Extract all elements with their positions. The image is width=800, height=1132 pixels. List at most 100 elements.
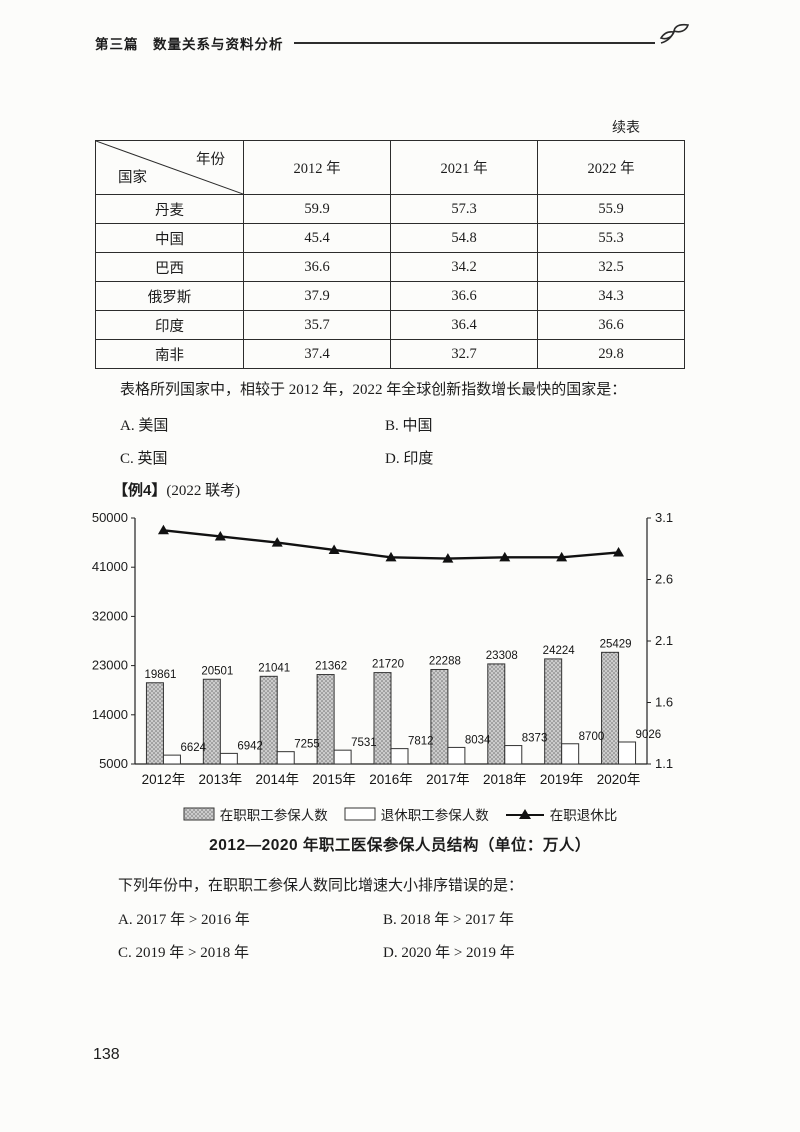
corner-label-country: 国家 (118, 170, 147, 186)
column-header-2012: 2012 年 (243, 140, 391, 195)
svg-text:23308: 23308 (486, 650, 518, 662)
svg-text:21041: 21041 (258, 662, 290, 674)
example-source: (2022 联考) (166, 483, 241, 499)
svg-text:7255: 7255 (294, 739, 320, 751)
svg-text:2015年: 2015年 (312, 772, 356, 787)
chart-block: 5000 14000 23000 32000 41000 50000 1.1 1.6 2.1 2.… (85, 508, 715, 855)
country-cell: 丹麦 (95, 194, 244, 224)
country-cell: 中国 (95, 223, 244, 253)
question2-option-b: B. 2018 年 > 2017 年 (383, 912, 514, 928)
svg-text:1.6: 1.6 (655, 695, 673, 710)
svg-text:2019年: 2019年 (540, 772, 584, 787)
table-row: 丹麦 59.9 57.3 55.9 (95, 194, 685, 224)
value-cell: 36.6 (537, 310, 685, 340)
value-cell: 36.6 (390, 281, 538, 311)
svg-text:6942: 6942 (237, 740, 263, 752)
corner-label-year: 年份 (196, 152, 225, 168)
svg-text:2.6: 2.6 (655, 572, 673, 587)
section-heading: 第三篇 数量关系与资料分析 (95, 37, 284, 52)
svg-text:5000: 5000 (99, 756, 128, 771)
svg-text:9026: 9026 (636, 729, 662, 741)
value-cell: 45.4 (243, 223, 391, 253)
table-header-row: 年份 国家 2012 年 2021 年 2022 年 (95, 140, 685, 195)
svg-text:2017年: 2017年 (426, 772, 470, 787)
table-corner-cell: 年份 国家 (95, 140, 244, 195)
value-cell: 57.3 (390, 194, 538, 224)
svg-text:8373: 8373 (522, 733, 548, 745)
svg-text:20501: 20501 (201, 665, 233, 677)
value-cell: 36.6 (243, 252, 391, 282)
country-cell: 印度 (95, 310, 244, 340)
table-row: 俄罗斯 37.9 36.6 34.3 (95, 281, 685, 311)
svg-text:7531: 7531 (351, 737, 377, 749)
svg-text:32000: 32000 (92, 608, 128, 623)
value-cell: 34.2 (390, 252, 538, 282)
svg-text:21362: 21362 (315, 661, 347, 673)
page-header: 第三篇 数量关系与资料分析 (95, 33, 655, 53)
chart-title: 2012—2020 年职工医保参保人员结构（单位：万人） (209, 837, 591, 854)
legend-label: 在职退休比 (549, 808, 618, 823)
svg-text:19861: 19861 (144, 669, 176, 681)
white-bar-swatch-icon (344, 807, 376, 821)
svg-text:8700: 8700 (579, 731, 605, 743)
continued-table-label: 续表 (612, 121, 640, 136)
question2-option-c: C. 2019 年 > 2018 年 (118, 945, 249, 961)
value-cell: 32.5 (537, 252, 685, 282)
legend-item-active-employees: 在职职工参保人数 (183, 804, 328, 824)
svg-text:41000: 41000 (92, 559, 128, 574)
legend-item-retired-employees: 退休职工参保人数 (344, 804, 489, 824)
svg-text:14000: 14000 (92, 707, 128, 722)
column-header-2022: 2022 年 (537, 140, 685, 195)
value-cell: 59.9 (243, 194, 391, 224)
legend-item-ratio: 在职退休比 (505, 804, 618, 824)
value-cell: 36.4 (390, 310, 538, 340)
table-row: 印度 35.7 36.4 36.6 (95, 310, 685, 340)
svg-text:2018年: 2018年 (483, 772, 527, 787)
question1-options: A. 美国 B. 中国 C. 英国 D. 印度 (120, 414, 433, 468)
country-cell: 南非 (95, 339, 244, 369)
country-cell: 巴西 (95, 252, 244, 282)
svg-text:23000: 23000 (92, 658, 128, 673)
svg-text:50000: 50000 (92, 510, 128, 525)
svg-text:3.1: 3.1 (655, 510, 673, 525)
table-row: 巴西 36.6 34.2 32.5 (95, 252, 685, 282)
example-tag: 【例4】 (113, 482, 167, 499)
chart-legend: 在职职工参保人数 退休职工参保人数 在职退休比 (85, 804, 715, 824)
svg-text:8034: 8034 (465, 734, 491, 746)
question1-stem: 表格所列国家中，相较于 2012 年，2022 年全球创新指数增长最快的国家是： (120, 382, 627, 398)
table-row: 南非 37.4 32.7 29.8 (95, 339, 685, 369)
chart: 5000 14000 23000 32000 41000 50000 1.1 1.6 2.1 2.… (92, 510, 673, 787)
svg-text:1.1: 1.1 (655, 756, 673, 771)
legend-label: 退休职工参保人数 (380, 808, 489, 823)
svg-text:22288: 22288 (429, 655, 461, 667)
question1-option-d: D. 印度 (385, 451, 434, 467)
svg-text:25429: 25429 (600, 638, 632, 650)
question1-option-b: B. 中国 (385, 418, 433, 434)
svg-text:7812: 7812 (408, 736, 434, 748)
example-label: 【例4】(2022 联考) (113, 479, 240, 500)
value-cell: 35.7 (243, 310, 391, 340)
svg-text:2013年: 2013年 (199, 772, 243, 787)
svg-text:24224: 24224 (543, 645, 576, 657)
question2-options: A. 2017 年 > 2016 年 B. 2018 年 > 2017 年 C.… (118, 908, 515, 962)
dotted-bar-swatch-icon (183, 807, 215, 821)
leaf-icon (659, 23, 690, 44)
question2-option-d: D. 2020 年 > 2019 年 (383, 945, 515, 961)
question2-option-a: A. 2017 年 > 2016 年 (118, 912, 250, 928)
question1-option-c: C. 英国 (120, 451, 168, 467)
svg-text:2.1: 2.1 (655, 633, 673, 648)
value-cell: 32.7 (390, 339, 538, 369)
value-cell: 29.8 (537, 339, 685, 369)
value-cell: 37.9 (243, 281, 391, 311)
question2-stem: 下列年份中，在职职工参保人数同比增速大小排序错误的是： (118, 878, 524, 894)
country-cell: 俄罗斯 (95, 281, 244, 311)
value-cell: 54.8 (390, 223, 538, 253)
value-cell: 37.4 (243, 339, 391, 369)
value-cell: 55.3 (537, 223, 685, 253)
header-rule (293, 42, 655, 44)
svg-text:6624: 6624 (180, 742, 206, 754)
value-cell: 34.3 (537, 281, 685, 311)
diagonal-divider (96, 141, 243, 194)
innovation-index-table: 年份 国家 2012 年 2021 年 2022 年 丹麦 59.9 57.3 … (95, 140, 685, 369)
question1-option-a: A. 美国 (120, 418, 169, 434)
